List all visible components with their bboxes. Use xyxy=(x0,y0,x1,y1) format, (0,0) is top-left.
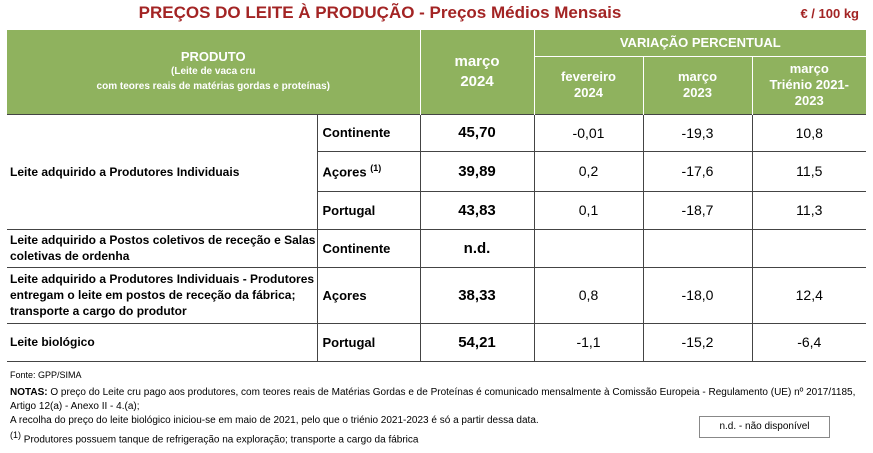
row-region: Continente xyxy=(317,229,421,268)
page-title: PREÇOS DO LEITE À PRODUÇÃO - Preços Médi… xyxy=(138,3,622,22)
row-region: Açores xyxy=(317,267,421,324)
table-row: Portugal 43,83 0,1 -18,7 11,3 xyxy=(7,191,867,230)
row-region: Portugal xyxy=(317,323,421,362)
row-region: Açores (1) xyxy=(317,151,421,192)
row-var-1 xyxy=(534,229,644,268)
header-produto: PRODUTO (Leite de vaca cru com teores re… xyxy=(7,30,421,114)
row-var-2: -19,3 xyxy=(643,113,753,152)
row-var-1: -1,1 xyxy=(534,323,644,362)
row-var-3: 11,5 xyxy=(752,151,867,192)
table-row: Leite adquirido a Postos coletivos de re… xyxy=(7,229,867,268)
row-var-3 xyxy=(752,229,867,268)
row-var-3: 10,8 xyxy=(752,113,867,152)
row-product: Leite adquirido a Postos coletivos de re… xyxy=(7,229,318,268)
header-variacao: VARIAÇÃO PERCENTUAL xyxy=(534,30,867,57)
header-marco-2024: março 2024 xyxy=(420,30,535,114)
row-price: 45,70 xyxy=(420,113,535,152)
table-row: Leite adquirido a Produtores Individuais… xyxy=(7,113,867,230)
row-price: 43,83 xyxy=(420,191,535,230)
row-var-3: 11,3 xyxy=(752,191,867,230)
row-var-1: 0,8 xyxy=(534,267,644,324)
price-table: PRODUTO (Leite de vaca cru com teores re… xyxy=(7,30,867,362)
notes-line-1: NOTAS: O preço do Leite cru pago aos pro… xyxy=(10,387,856,412)
row-var-2: -18,7 xyxy=(643,191,753,230)
row-product: Leite adquirido a Produtores Individuais… xyxy=(7,267,318,324)
row-var-3: -6,4 xyxy=(752,323,867,362)
row-var-1: -0,01 xyxy=(534,113,644,152)
row-price: n.d. xyxy=(420,229,535,268)
row-var-2 xyxy=(643,229,753,268)
header-var-mar-2023: março 2023 xyxy=(643,56,753,114)
table-row: Leite adquirido a Produtores Individuais… xyxy=(7,267,867,324)
notes: NOTAS: O preço do Leite cru pago aos pro… xyxy=(10,386,860,447)
unit-label: € / 100 kg xyxy=(800,6,859,21)
footnote: (1) Produtores possuem tanque de refrige… xyxy=(10,430,419,446)
header-var-trienio: março Triénio 2021- 2023 xyxy=(752,56,867,114)
row-product: Leite adquirido a Produtores Individuais xyxy=(7,113,318,230)
source-note: Fonte: GPP/SIMA xyxy=(10,370,82,380)
row-product: Leite biológico xyxy=(7,323,318,362)
row-price: 54,21 xyxy=(420,323,535,362)
header-var-fev-2024: fevereiro 2024 xyxy=(534,56,644,114)
row-region: Portugal xyxy=(317,191,421,230)
legend-nd: n.d. - não disponível xyxy=(699,416,830,438)
row-var-2: -15,2 xyxy=(643,323,753,362)
row-var-2: -17,6 xyxy=(643,151,753,192)
table-row: Açores (1) 39,89 0,2 -17,6 11,5 xyxy=(7,151,867,192)
table-row: Leite biológico Portugal 54,21 -1,1 -15,… xyxy=(7,323,867,362)
row-price: 39,89 xyxy=(420,151,535,192)
row-region: Continente xyxy=(317,113,421,152)
row-var-2: -18,0 xyxy=(643,267,753,324)
row-var-1: 0,2 xyxy=(534,151,644,192)
row-var-1: 0,1 xyxy=(534,191,644,230)
row-var-3: 12,4 xyxy=(752,267,867,324)
row-price: 38,33 xyxy=(420,267,535,324)
notes-line-2: A recolha do preço do leite biológico in… xyxy=(10,415,539,426)
